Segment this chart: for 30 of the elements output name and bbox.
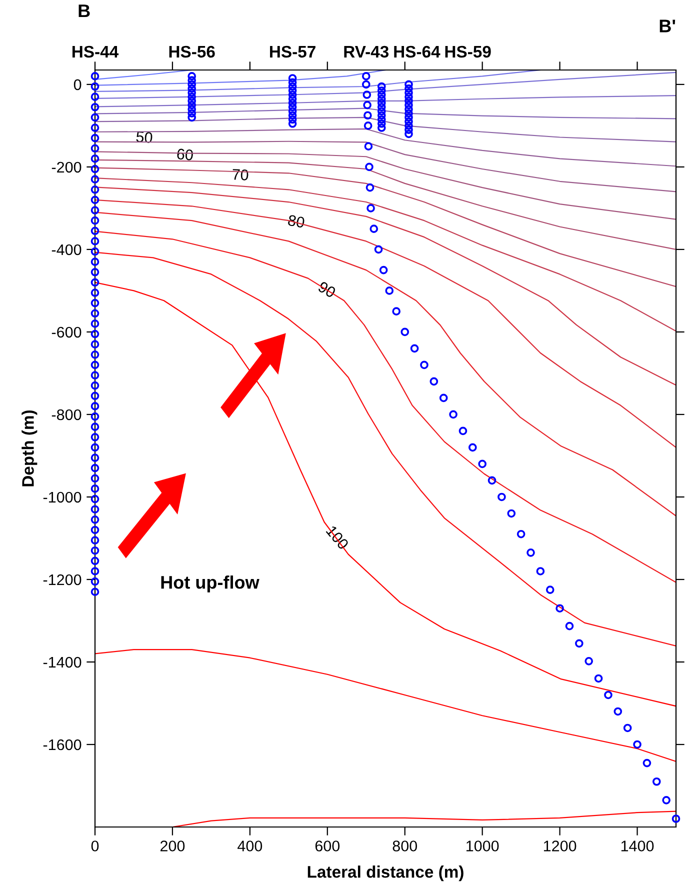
y-tick-label: -600 bbox=[52, 326, 82, 338]
y-tick-label: -1000 bbox=[43, 492, 82, 503]
x-tick-label: 1200 bbox=[544, 840, 576, 852]
text: B' bbox=[660, 20, 676, 32]
y-tick-label: -800 bbox=[52, 409, 82, 420]
text: B bbox=[78, 4, 90, 18]
series-label: HS-64 bbox=[394, 46, 440, 58]
annotation: Hot up-flow bbox=[161, 576, 260, 592]
series-label: RV-43 bbox=[344, 46, 389, 58]
y-axis-title: Depth (m) bbox=[22, 410, 38, 486]
x-tick-label: 1400 bbox=[621, 840, 654, 852]
y-tick-label: -1600 bbox=[43, 739, 82, 750]
series-label: HS-56 bbox=[169, 46, 215, 58]
x-tick-label: 600 bbox=[315, 840, 340, 852]
series-label: HS-44 bbox=[72, 46, 119, 58]
annotation: 100 bbox=[326, 525, 350, 550]
y-tick-label: -1400 bbox=[43, 656, 82, 668]
annotation: 70 bbox=[232, 168, 248, 181]
text: HS-59 bbox=[445, 46, 491, 58]
x-tick-label: 0 bbox=[91, 840, 99, 852]
x-axis-title: Lateral distance (m) bbox=[308, 866, 464, 882]
y-tick-label: -400 bbox=[52, 244, 82, 256]
x-tick-label: 200 bbox=[160, 840, 185, 852]
series-label: HS-57 bbox=[270, 46, 316, 58]
x-tick-label: 400 bbox=[238, 840, 262, 852]
x-tick-label: 800 bbox=[392, 840, 418, 852]
y-tick-label: -1200 bbox=[43, 574, 82, 586]
y-tick-label: -200 bbox=[52, 162, 82, 173]
y-tick-label: 0 bbox=[74, 79, 82, 90]
x-tick-label: 1000 bbox=[466, 840, 499, 852]
